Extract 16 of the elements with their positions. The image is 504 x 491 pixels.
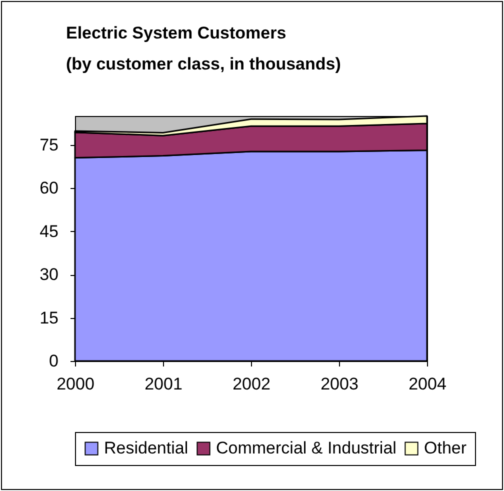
y-tick-label: 75 (40, 135, 58, 154)
y-tick-label: 60 (40, 178, 58, 198)
x-tick-label: 2002 (232, 374, 270, 394)
legend-label: Residential (104, 438, 188, 458)
y-tick-label: 0 (49, 352, 58, 370)
y-tick-label: 45 (40, 222, 58, 241)
chart-title: Electric System Customers (66, 23, 286, 42)
x-tick-label: 2001 (144, 374, 182, 394)
x-tick-label: 2004 (408, 374, 446, 394)
legend-label: Commercial & Industrial (216, 438, 396, 458)
x-tick-label: 2000 (56, 374, 94, 394)
y-tick-label: 15 (40, 308, 58, 328)
y-tick-label: 30 (40, 265, 58, 284)
legend-label: Other (424, 438, 467, 458)
x-tick-label: 2003 (320, 374, 358, 394)
chart-subtitle: (by customer class, in thousands) (66, 54, 341, 74)
